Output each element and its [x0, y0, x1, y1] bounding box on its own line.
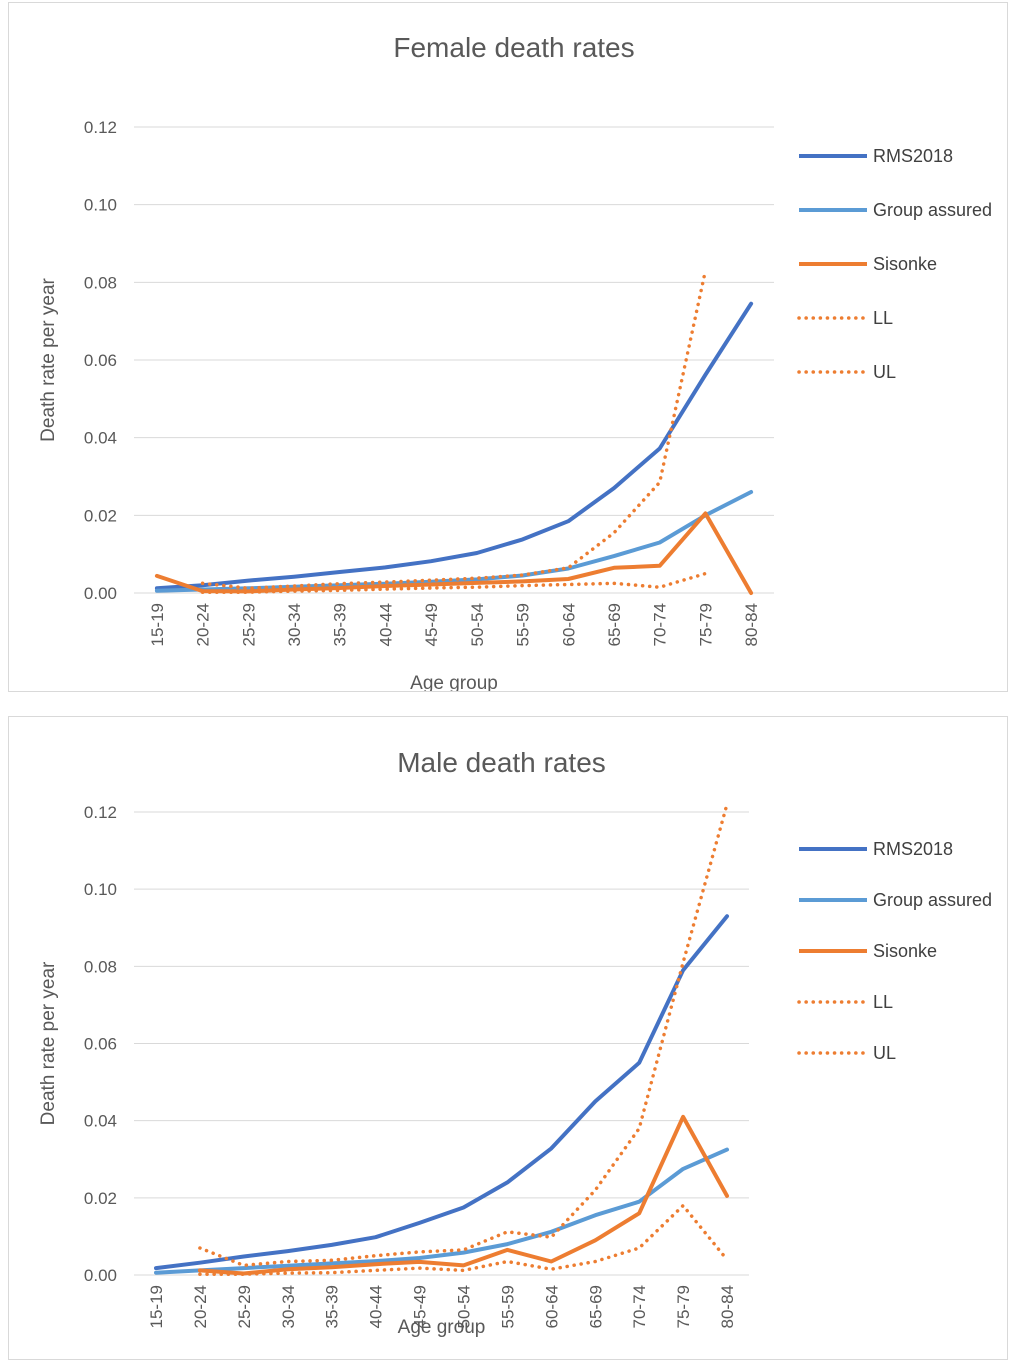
male-y-tick-label: 0.12 — [84, 803, 117, 822]
male-legend-label-ll: LL — [873, 992, 893, 1012]
female-x-tick-label: 70-74 — [651, 603, 670, 646]
male-x-tick-label: 40-44 — [367, 1285, 386, 1328]
male-legend-label-sisonke: Sisonke — [873, 941, 937, 961]
male-series-rms2018-line — [156, 916, 727, 1268]
female-x-tick-label: 75-79 — [696, 603, 715, 646]
female-legend-label-group-assured: Group assured — [873, 200, 992, 220]
male-death-rates-chart: Male death rates 0.00 0.02 0.04 0.06 0.08 0.10… — [8, 716, 1008, 1360]
male-y-tick-label: 0.10 — [84, 880, 117, 899]
female-x-tick-label: 20-24 — [194, 603, 213, 646]
female-y-tick-label: 0.10 — [84, 196, 117, 215]
male-legend-label-rms2018: RMS2018 — [873, 839, 953, 859]
male-chart-title: Male death rates — [397, 747, 606, 778]
female-x-axis-title: Age group — [410, 673, 498, 691]
female-series-rms2018-line — [157, 304, 751, 589]
female-y-axis-title: Death rate per year — [38, 277, 59, 441]
female-death-rates-chart: Female death rates 0.00 0.02 0.04 0.06 0.08 0.… — [8, 2, 1008, 692]
male-y-tick-label: 0.04 — [84, 1112, 117, 1131]
female-legend-label-ul: UL — [873, 362, 896, 382]
male-x-tick-label: 65-69 — [586, 1285, 605, 1328]
male-series-sisonke-line — [200, 1117, 727, 1274]
female-y-tick-label: 0.08 — [84, 273, 117, 292]
male-x-axis-title: Age group — [398, 1317, 486, 1338]
female-chart-title: Female death rates — [393, 32, 634, 63]
female-legend-label-sisonke: Sisonke — [873, 254, 937, 274]
female-x-tick-label: 45-49 — [422, 603, 441, 646]
male-x-tick-label: 55-59 — [498, 1285, 517, 1328]
male-legend-label-group-assured: Group assured — [873, 890, 992, 910]
male-x-tick-label: 75-79 — [674, 1285, 693, 1328]
female-x-tick-label: 80-84 — [742, 603, 761, 646]
female-x-tick-label: 60-64 — [559, 603, 578, 646]
male-x-tick-label: 80-84 — [718, 1285, 737, 1328]
male-x-tick-label: 35-39 — [323, 1285, 342, 1328]
female-y-tick-label: 0.06 — [84, 351, 117, 370]
female-x-tick-label: 15-19 — [148, 603, 167, 646]
male-y-tick-label: 0.06 — [84, 1035, 117, 1054]
male-x-tick-label: 30-34 — [279, 1285, 298, 1328]
female-y-tick-label: 0.00 — [84, 584, 117, 603]
female-series-ul-line — [203, 271, 706, 589]
female-x-tick-label: 25-29 — [239, 603, 258, 646]
female-y-tick-label: 0.02 — [84, 506, 117, 525]
female-x-tick-label: 55-59 — [514, 603, 533, 646]
male-y-axis-title: Death rate per year — [38, 961, 59, 1125]
male-y-tick-label: 0.08 — [84, 957, 117, 976]
male-legend-label-ul: UL — [873, 1043, 896, 1063]
male-x-tick-label: 25-29 — [235, 1285, 254, 1328]
female-x-tick-label: 50-54 — [468, 603, 487, 646]
female-legend-label-rms2018: RMS2018 — [873, 146, 953, 166]
male-x-tick-label: 70-74 — [630, 1285, 649, 1328]
female-chart-svg: Female death rates 0.00 0.02 0.04 0.06 0.08 0.… — [9, 3, 1007, 691]
male-x-tick-label: 15-19 — [147, 1285, 166, 1328]
female-x-tick-label: 35-39 — [331, 603, 350, 646]
male-x-tick-label: 60-64 — [542, 1285, 561, 1328]
female-legend-label-ll: LL — [873, 308, 893, 328]
female-x-tick-label: 65-69 — [605, 603, 624, 646]
male-y-tick-label: 0.02 — [84, 1189, 117, 1208]
female-y-tick-label: 0.12 — [84, 118, 117, 137]
female-series-group-assured-line — [157, 492, 751, 591]
female-y-tick-label: 0.04 — [84, 429, 117, 448]
male-chart-svg: Male death rates 0.00 0.02 0.04 0.06 0.08 0.10… — [9, 717, 1007, 1359]
male-y-tick-label: 0.00 — [84, 1266, 117, 1285]
female-x-tick-label: 40-44 — [376, 603, 395, 646]
male-x-tick-label: 20-24 — [191, 1285, 210, 1328]
female-x-tick-label: 30-34 — [285, 603, 304, 646]
